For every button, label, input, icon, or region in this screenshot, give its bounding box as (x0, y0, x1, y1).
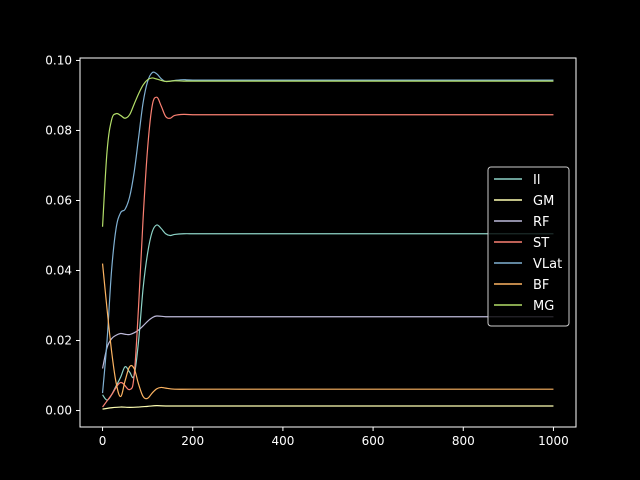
series-line-vlat (101, 71, 554, 394)
series-lines (101, 71, 554, 410)
y-tick-label: 0.00 (45, 404, 72, 418)
legend-label-gm: GM (533, 194, 554, 209)
legend: Il GM RF ST VLat BF MG (487, 166, 570, 327)
x-tick-label: 200 (181, 434, 204, 448)
series-line-bf (101, 263, 554, 400)
series-line-il (102, 224, 554, 401)
y-axis: 0.00 0.02 0.04 0.06 0.08 0.10 (45, 53, 80, 418)
x-tick-label: 600 (362, 434, 385, 448)
x-tick-label: 0 (99, 434, 107, 448)
y-tick-label: 0.10 (45, 53, 72, 67)
y-tick-label: 0.08 (45, 123, 72, 137)
legend-label-rf: RF (533, 215, 550, 230)
legend-label-vlat: VLat (533, 257, 562, 272)
x-tick-label: 400 (271, 434, 294, 448)
plot-frame (79, 57, 577, 428)
series-line-gm (102, 405, 554, 410)
y-tick-label: 0.06 (45, 193, 72, 207)
series-line-mg (101, 77, 554, 227)
y-tick-label: 0.02 (45, 334, 72, 348)
legend-label-bf: BF (533, 278, 549, 293)
series-line-rf (101, 315, 554, 369)
x-tick-label: 1000 (538, 434, 569, 448)
y-tick-label: 0.04 (45, 264, 72, 278)
x-tick-label: 800 (452, 434, 475, 448)
legend-label-mg: MG (533, 299, 554, 314)
legend-label-st: ST (533, 236, 549, 251)
x-axis: 0 200 400 600 800 1000 (99, 427, 569, 448)
series-line-st (102, 96, 554, 408)
legend-label-il: Il (533, 173, 540, 188)
legend-box (487, 166, 570, 327)
